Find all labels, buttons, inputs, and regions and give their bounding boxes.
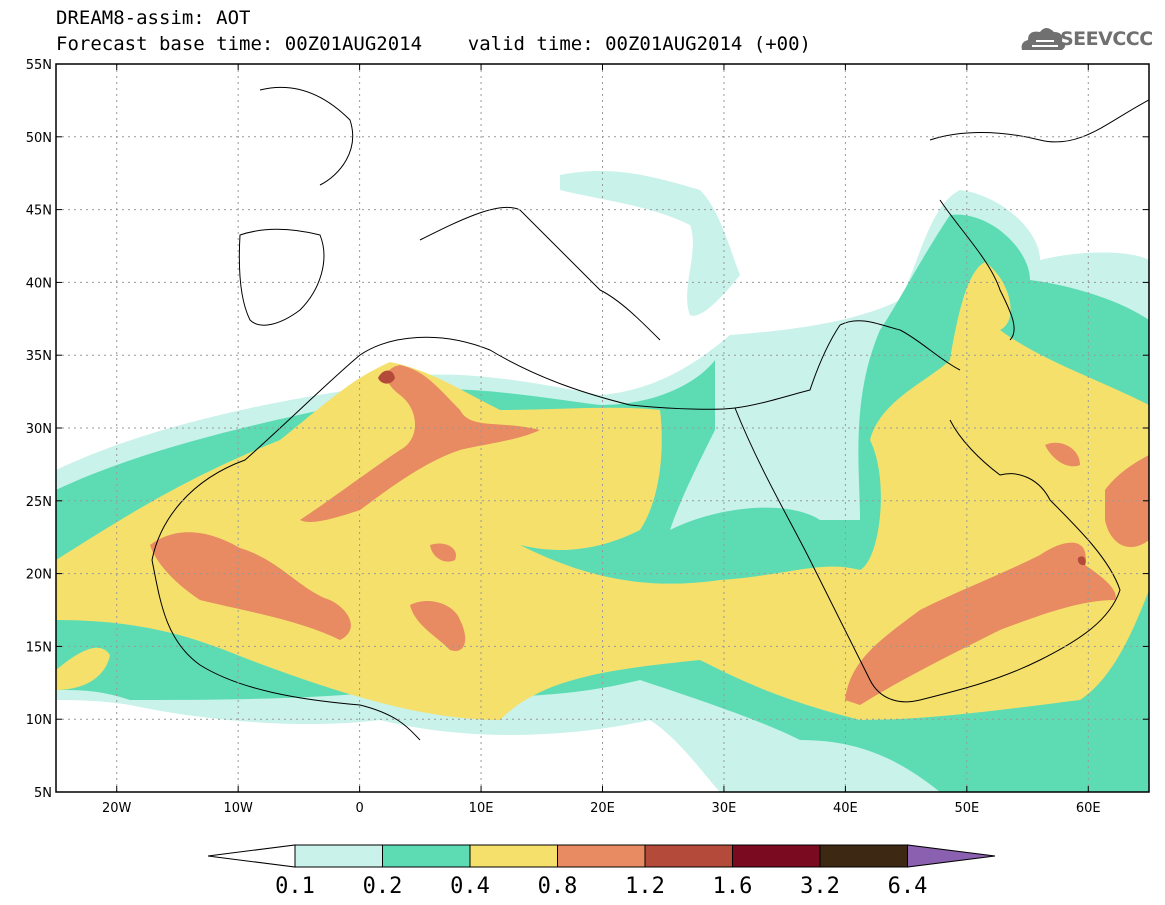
- aot-band-0.8-oman: [1105, 455, 1149, 548]
- colorbar-label: 0.1: [275, 874, 315, 899]
- lat-tick-label: 5N: [34, 786, 52, 801]
- lat-tick-label: 35N: [26, 349, 52, 364]
- aot-band-0.1-balkan: [560, 170, 740, 316]
- lon-tick-label: 20E: [590, 801, 615, 816]
- aot-band-0.8-niger: [410, 600, 466, 651]
- lon-tick-label: 50E: [954, 801, 979, 816]
- lat-tick-label: 20N: [26, 568, 52, 583]
- cloud-icon: [1021, 28, 1065, 50]
- colorbar-box: [382, 844, 471, 868]
- aot-band-0.8-chad: [430, 543, 456, 562]
- colorbar-box: [469, 844, 558, 868]
- lat-tick-label: 40N: [26, 276, 52, 291]
- lat-tick-label: 45N: [26, 204, 52, 219]
- forecast-time-line: Forecast base time: 00Z01AUG2014 valid t…: [56, 33, 811, 55]
- axis-ticks: 20W 10W 0 10E 20E 30E 40E 50E 60E 5N 10N 15N 20N 25N 3…: [26, 58, 1149, 816]
- lat-tick-label: 25N: [26, 495, 52, 510]
- colorbar-box: [557, 844, 646, 868]
- aot-band-0.8-algeria: [300, 365, 540, 522]
- colorbar-label: 6.4: [888, 874, 928, 899]
- map-title: DREAM8-assim: AOT: [56, 7, 251, 29]
- colorbar-under-triangle: [207, 844, 296, 868]
- lat-tick-label: 50N: [26, 131, 52, 146]
- lon-tick-label: 40E: [833, 801, 858, 816]
- aot-band-0.4-west: [56, 647, 110, 690]
- lon-tick-label: 60E: [1076, 801, 1101, 816]
- colorbar-label: 1.6: [713, 874, 753, 899]
- lon-tick-label: 30E: [712, 801, 737, 816]
- lon-tick-label: 20W: [102, 801, 132, 816]
- lat-tick-label: 30N: [26, 422, 52, 437]
- lat-tick-label: 55N: [26, 58, 52, 73]
- colorbar-label: 1.2: [625, 874, 665, 899]
- colorbar-label: 0.8: [538, 874, 578, 899]
- coastlines: [151, 86, 1149, 741]
- colorbar-over-triangle: [907, 844, 996, 868]
- aot-band-1.2-arabia: [1077, 556, 1086, 566]
- colorbar-box: [819, 844, 908, 868]
- colorbar-box: [644, 844, 733, 868]
- lat-tick-label: 10N: [26, 713, 52, 728]
- colorbar-box: [732, 844, 821, 868]
- aot-band-0.8-arabia: [845, 542, 1116, 705]
- aot-band-0.8: [150, 532, 351, 640]
- colorbar: 0.1 0.2 0.4 0.8 1.2 1.6 3.2 6.4: [207, 844, 996, 899]
- lat-tick-label: 15N: [26, 640, 52, 655]
- lon-tick-label: 10W: [223, 801, 253, 816]
- colorbar-label: 0.4: [450, 874, 490, 899]
- lon-tick-label: 10E: [469, 801, 494, 816]
- colorbar-label: 3.2: [800, 874, 840, 899]
- lon-tick-label: 0: [355, 801, 363, 816]
- aot-band-0.8-iran: [1045, 442, 1080, 467]
- aot-band-1.2: [378, 370, 395, 384]
- colorbar-box: [294, 844, 383, 868]
- logo-text: SEEVCCC: [1060, 28, 1153, 50]
- colorbar-label: 0.2: [363, 874, 403, 899]
